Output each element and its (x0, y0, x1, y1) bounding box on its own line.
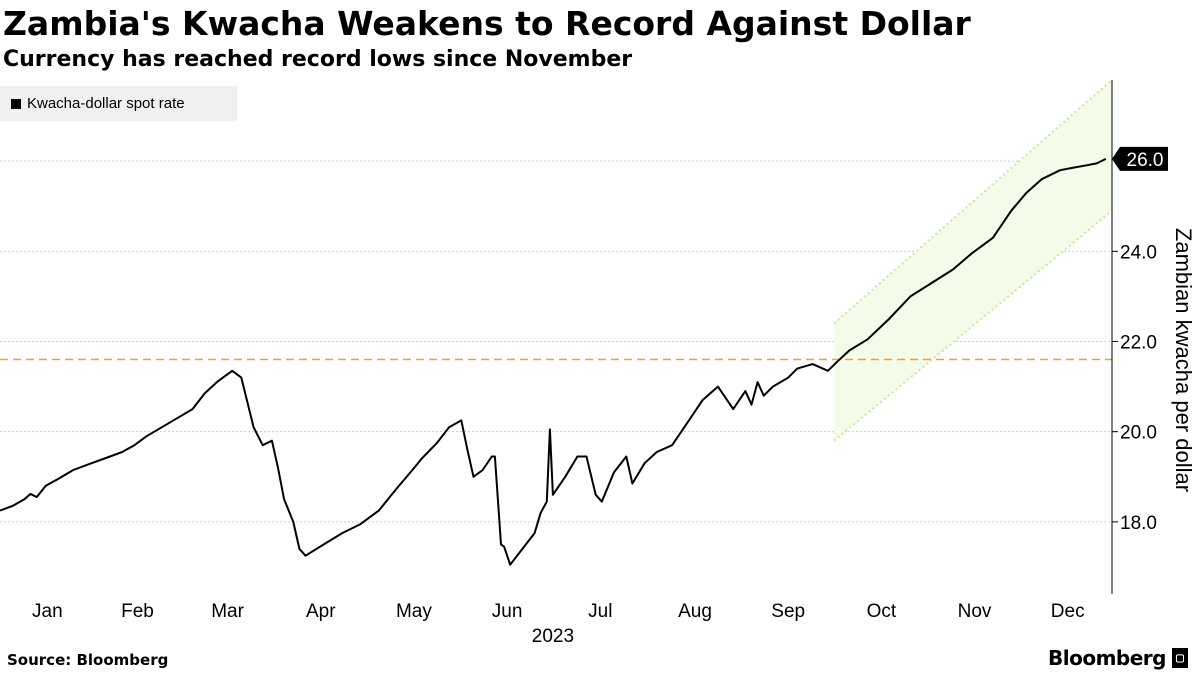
x-tick-label: Sep (771, 601, 805, 622)
last-value-label: 26.0 (1127, 150, 1164, 171)
y-tick-label: 22.0 (1120, 333, 1157, 354)
x-axis-year-label: 2023 (532, 626, 574, 647)
last-value-callout: 26.0 (1112, 146, 1168, 171)
brand-name: Bloomberg (1048, 646, 1166, 670)
x-tick-label: Jun (492, 601, 523, 622)
chart-title: Zambia's Kwacha Weakens to Record Agains… (3, 4, 971, 43)
y-tick-label: 24.0 (1120, 242, 1157, 263)
series-layer (0, 158, 1107, 566)
chart-subtitle: Currency has reached record lows since N… (3, 47, 633, 72)
legend-label: Kwacha-dollar spot rate (27, 95, 185, 112)
x-tick-label: Aug (678, 601, 712, 622)
trend-channel (833, 79, 1113, 442)
y-tick-label: 20.0 (1120, 423, 1157, 444)
x-tick-label: Nov (958, 601, 992, 622)
last-value-badge (1112, 146, 1168, 171)
series-line-kwacha (0, 158, 1107, 566)
x-tick-label: Feb (121, 601, 154, 622)
brand-logo: Bloomberg ▢ (1048, 646, 1188, 670)
trend-channel-upper (833, 79, 1113, 325)
trend-channel-band (834, 80, 1112, 441)
y-axis-title: Zambian kwacha per dollar (1171, 228, 1196, 492)
axes: 18.0 20.0 22.0 24.0 Jan Feb Mar Apr May Jun Jul Aug… (32, 80, 1168, 622)
x-tick-label: Jan (32, 601, 63, 622)
x-tick-label: May (396, 601, 432, 622)
x-tick-label: Mar (211, 601, 244, 622)
y-tick-label: 18.0 (1120, 513, 1157, 534)
source-note: Source: Bloomberg (7, 651, 169, 669)
gridlines (0, 160, 1112, 523)
legend: Kwacha-dollar spot rate (0, 86, 237, 121)
trend-channel-lower (833, 209, 1113, 442)
x-tick-label: Jul (588, 601, 612, 622)
bloomberg-mark-icon: ▢ (1171, 648, 1188, 668)
x-tick-label: Apr (306, 601, 336, 622)
x-tick-label: Oct (867, 601, 897, 622)
x-tick-label: Dec (1051, 601, 1085, 622)
legend-swatch (11, 98, 21, 109)
